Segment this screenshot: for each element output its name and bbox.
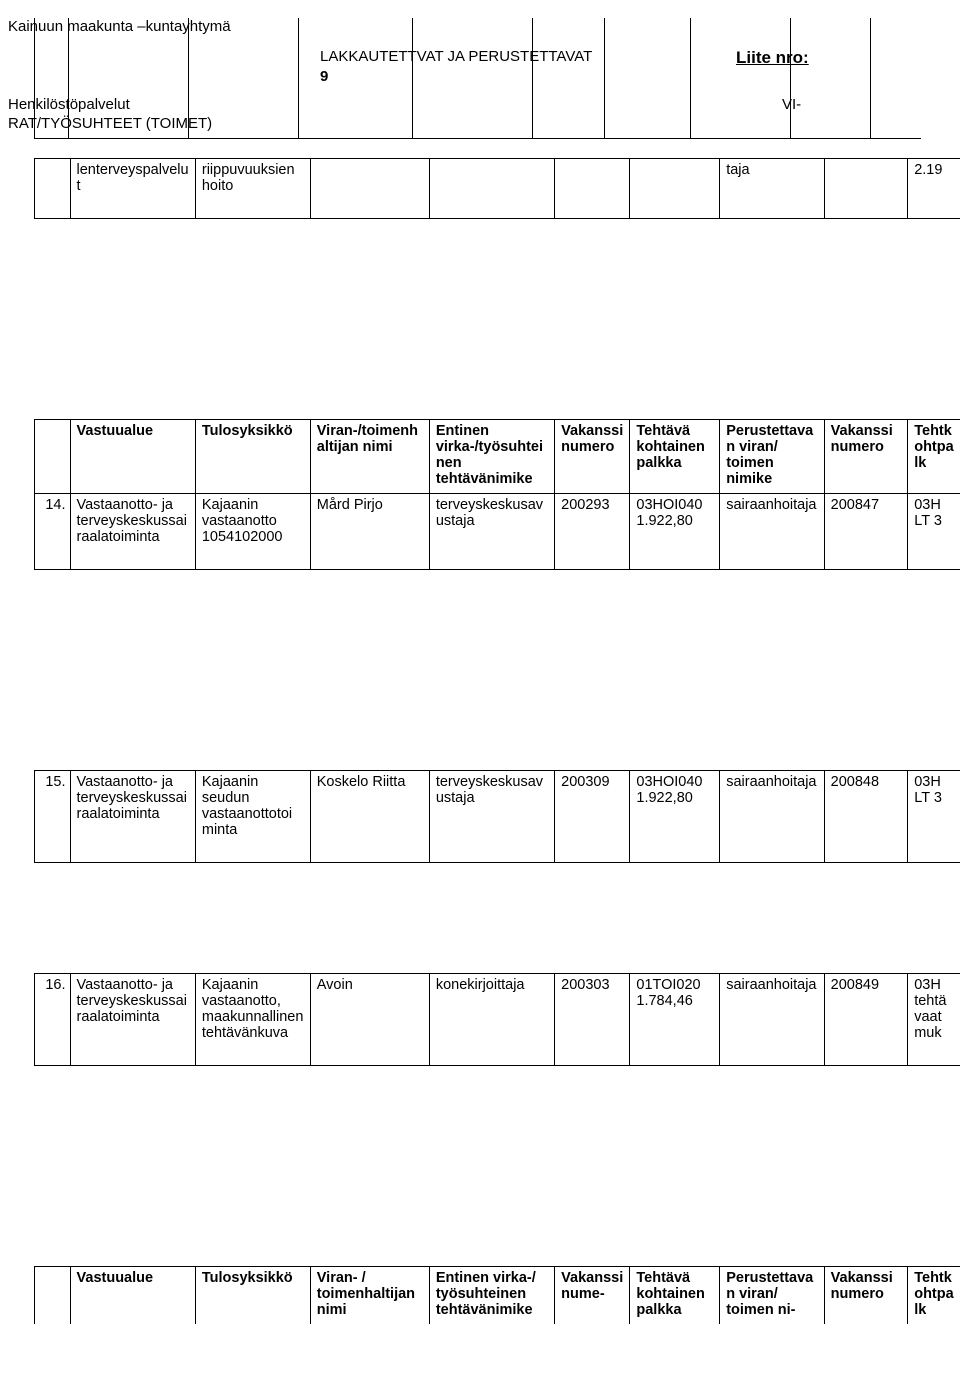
- cell: 03HOI040 1.922,80: [630, 494, 720, 570]
- cell: [310, 159, 429, 219]
- cell-num: 15.: [35, 771, 71, 863]
- table-block-16: 16. Vastaanotto- ja terveyskeskussairaal…: [34, 973, 960, 1066]
- cell: Vastaanotto- ja terveyskeskussairaalatoi…: [70, 974, 195, 1066]
- table-block-14: Vastuualue Tulosyksikkö Viran-/toimenhal…: [34, 419, 960, 570]
- col-header: Tulosyksikkö: [195, 1267, 310, 1325]
- org-name: Kainuun maakunta –kuntayhtymä: [8, 18, 231, 35]
- cell: 03H LT 3: [908, 771, 960, 863]
- subheading: RAT/TYÖSUHTEET (TOIMET): [8, 115, 212, 132]
- cell: Mård Pirjo: [310, 494, 429, 570]
- cell: 03HOI040 1.922,80: [630, 771, 720, 863]
- col-header: Vakanssinumero: [824, 420, 908, 494]
- cell: konekirjoittaja: [429, 974, 554, 1066]
- col-header: Perustettavan viran/ toimen ni-: [720, 1267, 824, 1325]
- vi-label: VI-: [782, 96, 801, 113]
- col-header: Tehtkohtpalk: [908, 420, 960, 494]
- col-header: Vastuualue: [70, 1267, 195, 1325]
- col-header: Tehtävä kohtainen palkka: [630, 1267, 720, 1325]
- page-number: 9: [320, 68, 328, 85]
- cell: riippuvuuksien hoito: [195, 159, 310, 219]
- attachment-number-label: Liite nro:: [736, 48, 809, 68]
- cell-num: 16.: [35, 974, 71, 1066]
- cell: 2.19: [908, 159, 960, 219]
- cell: 01TOI020 1.784,46: [630, 974, 720, 1066]
- cell: [630, 159, 720, 219]
- cell-num: [35, 159, 71, 219]
- col-header: Vakanssinume-: [555, 1267, 630, 1325]
- cell: lenterveyspalvelut: [70, 159, 195, 219]
- table-row: 16. Vastaanotto- ja terveyskeskussairaal…: [35, 974, 960, 1066]
- col-header: Vakanssinumero: [555, 420, 630, 494]
- cell: Vastaanotto- ja terveyskeskussairaalatoi…: [70, 494, 195, 570]
- col-header: Tulosyksikkö: [195, 420, 310, 494]
- cell: sairaanhoitaja: [720, 771, 824, 863]
- continuation-table: lenterveyspalvelut riippuvuuksien hoito …: [34, 158, 960, 219]
- cell: Avoin: [310, 974, 429, 1066]
- page-header: Kainuun maakunta –kuntayhtymä Henkilöstö…: [0, 18, 960, 158]
- table-header-row: Vastuualue Tulosyksikkö Viran- / toimenh…: [35, 1267, 960, 1325]
- cell: sairaanhoitaja: [720, 974, 824, 1066]
- table-block-15: 15. Vastaanotto- ja terveyskeskussairaal…: [34, 770, 960, 863]
- department: Henkilöstöpalvelut: [8, 96, 130, 113]
- cell-num: 14.: [35, 494, 71, 570]
- col-num: [35, 1267, 71, 1325]
- table-row: 15. Vastaanotto- ja terveyskeskussairaal…: [35, 771, 960, 863]
- cell: 200303: [555, 974, 630, 1066]
- doc-title: LAKKAUTETTVAT JA PERUSTETTAVAT: [320, 48, 592, 65]
- cell: 200848: [824, 771, 908, 863]
- cell: [824, 159, 908, 219]
- col-header: Entinen virka-/ työsuhteinen tehtävänimi…: [429, 1267, 554, 1325]
- col-header: Entinen virka-/työsuhteinen tehtävänimik…: [429, 420, 554, 494]
- col-header: Perustettavan viran/ toimen nimike: [720, 420, 824, 494]
- table-header-row: Vastuualue Tulosyksikkö Viran-/toimenhal…: [35, 420, 960, 494]
- cell: [555, 159, 630, 219]
- cell: sairaanhoitaja: [720, 494, 824, 570]
- cell: Vastaanotto- ja terveyskeskussairaalatoi…: [70, 771, 195, 863]
- cell: terveyskeskusavustaja: [429, 494, 554, 570]
- cell: 200849: [824, 974, 908, 1066]
- col-header: Vakanssinumero: [824, 1267, 908, 1325]
- table-row: lenterveyspalvelut riippuvuuksien hoito …: [35, 159, 960, 219]
- cell: Kajaanin vastaanotto, maakunnallinen teh…: [195, 974, 310, 1066]
- col-num: [35, 420, 71, 494]
- cell: 200293: [555, 494, 630, 570]
- cell: [429, 159, 554, 219]
- cell: 200847: [824, 494, 908, 570]
- col-header: Vastuualue: [70, 420, 195, 494]
- col-header: Viran- / toimenhaltijan nimi: [310, 1267, 429, 1325]
- col-header: Viran-/toimenhaltijan nimi: [310, 420, 429, 494]
- cell: 200309: [555, 771, 630, 863]
- cell: 03H tehtä vaat muk: [908, 974, 960, 1066]
- table-row: 14. Vastaanotto- ja terveyskeskussairaal…: [35, 494, 960, 570]
- table-footer-header: Vastuualue Tulosyksikkö Viran- / toimenh…: [34, 1266, 960, 1324]
- col-header: Tehtävä kohtainen palkka: [630, 420, 720, 494]
- cell: 03H LT 3: [908, 494, 960, 570]
- cell: Kajaanin vastaanotto 1054102000: [195, 494, 310, 570]
- cell: Koskelo Riitta: [310, 771, 429, 863]
- col-header: Tehtkohtpalk: [908, 1267, 960, 1325]
- cell: terveyskeskusavustaja: [429, 771, 554, 863]
- cell: Kajaanin seudun vastaanottotoiminta: [195, 771, 310, 863]
- cell: taja: [720, 159, 824, 219]
